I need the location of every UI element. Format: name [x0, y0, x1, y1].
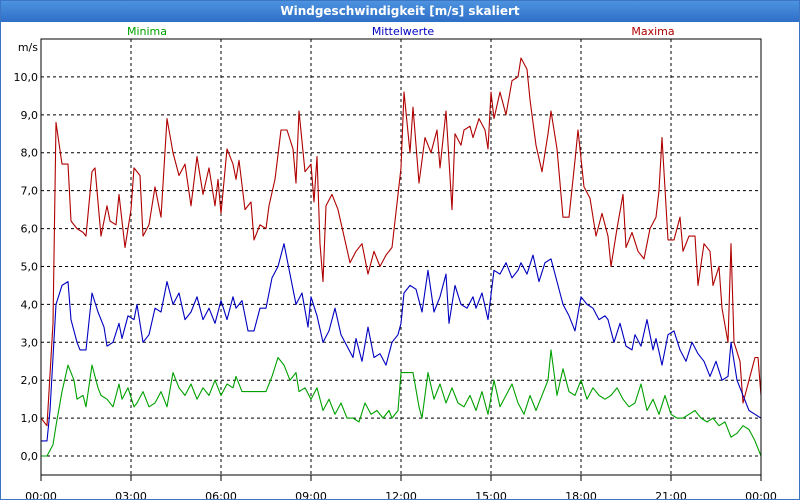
y-axis-unit: m/s: [18, 41, 38, 54]
y-tick-label: 2,0: [21, 374, 39, 387]
x-tick-time: 09:00: [295, 490, 327, 499]
wind-chart: 0,0 1,0 2,0 3,0 4,0 5,0 6,0 7,0 8,0 9,0 10,0 m/s 00:…: [14, 25, 777, 499]
legend: Minima Mittelwerte Maxima: [127, 25, 675, 38]
legend-maxima: Maxima: [631, 25, 674, 38]
x-tick-time: 18:00: [565, 490, 597, 499]
x-tick-time: 21:00: [655, 490, 687, 499]
series-lines: [41, 57, 761, 457]
grid: [41, 39, 761, 475]
x-tick-time: 03:00: [115, 490, 147, 499]
window-title: Windgeschwindigkeit [m/s] skaliert: [1, 1, 799, 22]
legend-mittelwerte: Mittelwerte: [372, 25, 435, 38]
series-maxima: [41, 57, 761, 427]
x-tick-time: 12:00: [385, 490, 417, 499]
y-tick-label: 3,0: [21, 336, 39, 349]
y-tick-label: 6,0: [21, 223, 39, 236]
y-tick-label: 7,0: [21, 185, 39, 198]
legend-minima: Minima: [127, 25, 167, 38]
plot-frame: [40, 38, 762, 476]
y-tick-label: 9,0: [21, 109, 39, 122]
series-minima: [41, 349, 761, 457]
y-tick-label: 10,0: [14, 71, 39, 84]
axes: 0,0 1,0 2,0 3,0 4,0 5,0 6,0 7,0 8,0 9,0 10,0 m/s 00:…: [14, 38, 777, 499]
y-tick-label: 0,0: [21, 450, 39, 463]
x-tick-time: 00:00: [745, 490, 777, 499]
x-tick-time: 06:00: [205, 490, 237, 499]
y-tick-label: 5,0: [21, 260, 39, 273]
y-tick-label: 8,0: [21, 147, 39, 160]
x-tick-time: 00:00: [25, 490, 57, 499]
x-tick-time: 15:00: [475, 490, 507, 499]
series-mittelwerte: [41, 243, 761, 442]
y-tick-label: 1,0: [21, 412, 39, 425]
y-tick-label: 4,0: [21, 298, 39, 311]
